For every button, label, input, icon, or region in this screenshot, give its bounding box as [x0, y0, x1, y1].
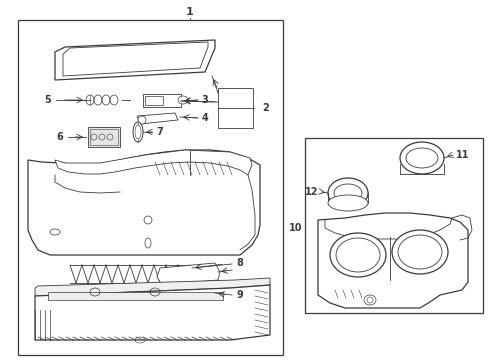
Ellipse shape: [391, 230, 447, 274]
Ellipse shape: [138, 116, 146, 124]
Bar: [218, 88, 252, 128]
Ellipse shape: [133, 122, 142, 142]
Polygon shape: [55, 40, 215, 80]
Text: 7: 7: [156, 127, 163, 137]
Ellipse shape: [399, 142, 443, 174]
Text: 12: 12: [304, 187, 317, 197]
Text: 3: 3: [201, 95, 208, 105]
Text: 11: 11: [455, 150, 468, 160]
Polygon shape: [317, 213, 467, 308]
Bar: [90, 129, 118, 145]
Polygon shape: [35, 278, 269, 296]
Text: 9: 9: [236, 290, 243, 300]
Polygon shape: [35, 285, 269, 340]
Ellipse shape: [178, 96, 187, 104]
Bar: [48, 292, 223, 300]
Text: 1: 1: [186, 7, 193, 17]
Bar: [88, 127, 120, 147]
Text: 5: 5: [44, 95, 51, 105]
Bar: [18, 20, 283, 355]
Text: 2: 2: [262, 103, 269, 113]
Text: 10: 10: [289, 223, 302, 233]
Ellipse shape: [327, 195, 367, 211]
Polygon shape: [137, 113, 178, 124]
Bar: [305, 138, 482, 313]
Ellipse shape: [327, 178, 367, 208]
Polygon shape: [55, 150, 251, 175]
Text: 8: 8: [236, 258, 243, 268]
Text: 6: 6: [57, 132, 63, 142]
Bar: [145, 96, 163, 105]
Bar: [142, 94, 181, 107]
Text: 4: 4: [201, 113, 208, 123]
Ellipse shape: [329, 233, 385, 277]
Polygon shape: [28, 150, 260, 255]
Polygon shape: [157, 263, 220, 285]
